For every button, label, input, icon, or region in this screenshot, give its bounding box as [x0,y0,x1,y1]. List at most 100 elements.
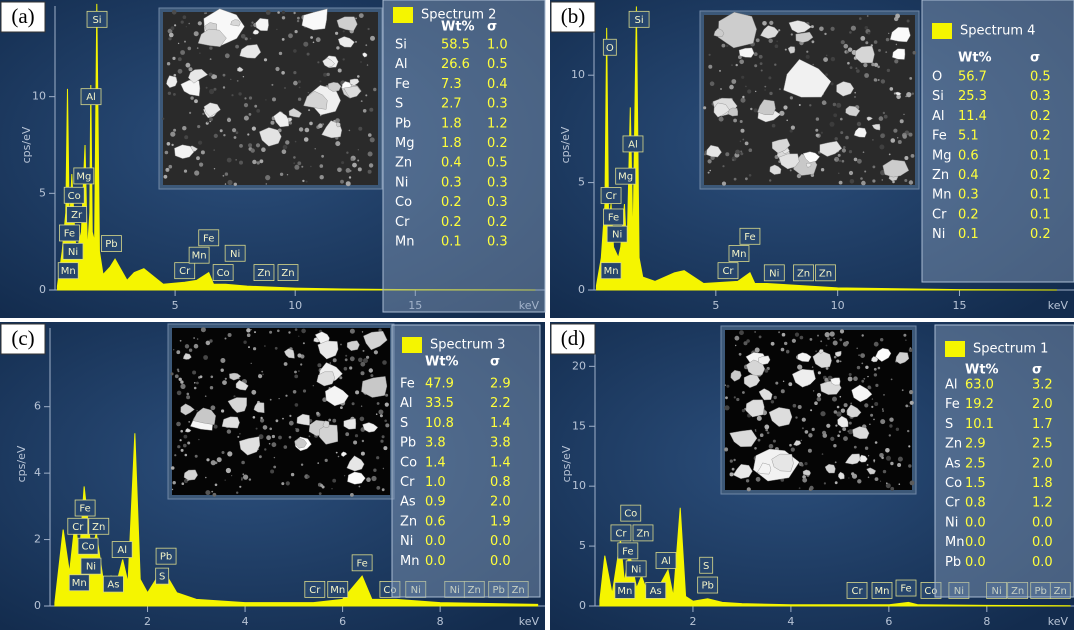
sem-grain [317,462,319,464]
sem-grain [249,478,251,480]
sem-grain [241,34,246,39]
sem-grain [293,12,295,14]
sem-grain [889,424,892,427]
sem-grain [239,161,243,165]
sem-grain [889,434,891,436]
sem-grain [192,371,196,375]
sem-grain [369,368,373,372]
sem-grain [335,141,340,146]
sem-grain [839,160,841,162]
sem-grain [259,455,262,458]
sem-grain [864,73,869,78]
sem-grain [376,456,379,459]
sem-grain [874,40,878,44]
sem-grain [174,24,176,26]
sem-grain [335,32,338,35]
table-header: σ [1032,363,1042,378]
sem-grain [825,73,828,76]
sem-grain [201,327,206,332]
sem-grain [745,142,749,146]
sem-grain [168,37,171,40]
sem-grain [709,170,711,172]
sem-grain [905,405,908,408]
table-value: 0.0 [425,554,446,569]
sem-grain [893,129,897,133]
sem-grain [762,21,767,26]
sem-grain [180,384,185,389]
sem-grain [868,386,871,389]
table-header: Wt% [425,355,459,370]
sem-grain [835,137,838,140]
sem-grain [818,371,821,374]
table-element: Fe [932,129,947,144]
table-element: Mn [395,235,414,250]
sem-grain [868,455,869,456]
sem-grain [355,390,359,394]
sem-grain [363,109,367,113]
sem-grain [251,148,255,152]
sem-grain [171,372,174,375]
peak-label: Mn [330,585,345,596]
sem-grain [854,446,857,449]
sem-grain [226,468,231,473]
sem-grain [874,368,877,371]
sem-grain [198,141,202,145]
sem-grain [860,177,863,180]
sem-grain [724,405,729,410]
sem-grain [313,385,314,386]
sem-grain [879,116,884,121]
sem-grain [337,168,342,173]
sem-grain [223,175,225,177]
sem-grain [834,410,838,414]
sem-grain [708,172,710,174]
table-value: 3.8 [425,436,446,451]
sem-grain [851,472,854,475]
sem-grain [357,75,360,78]
table-element: Zn [400,514,417,529]
page: 051051015keVcps/eVSiAlMgCoZrFeNiMnPbCrFe… [0,0,1074,630]
sem-grain [875,441,878,444]
table-value: 0.3 [487,97,508,112]
sem-grain [341,161,344,164]
sem-grain [316,37,321,42]
sem-grain [345,432,349,436]
table-value: 1.4 [425,455,446,470]
peak-label: Co [217,268,230,279]
sem-grain [842,427,846,431]
peak-label: O [606,43,614,54]
sem-grain [275,67,279,71]
table-element: Pb [400,436,416,451]
sem-grain [296,428,300,432]
sem-grain [863,63,867,67]
sem-grain [710,81,715,86]
sem-grain [772,124,776,128]
y-tick-label: 0 [578,283,585,296]
sem-grain [744,341,748,345]
table-value: 0.0 [965,515,986,530]
table-value: 0.1 [1030,148,1051,163]
sem-grain [317,363,321,367]
sem-grain [272,442,277,447]
sem-grain [867,464,869,466]
sem-grain [765,429,768,432]
sem-grain [722,44,726,48]
table-value: 0.5 [487,57,508,72]
sem-grain [361,406,362,407]
sem-grain [243,76,244,77]
sem-grain [736,398,739,401]
sem-grain [361,100,363,102]
sem-grain [761,70,763,72]
sem-grain [739,353,742,356]
sem-grain [362,440,364,442]
sem-grain [249,96,252,99]
sem-grain [173,481,176,484]
table-value: 2.2 [490,396,511,411]
sem-grain [840,361,842,363]
sem-grain [295,328,298,331]
table-value: 2.5 [1032,437,1053,452]
sem-grain [223,86,225,88]
sem-grain [385,423,389,427]
sem-grain [720,88,722,90]
sem-grain [256,428,258,430]
sem-grain [798,405,802,409]
